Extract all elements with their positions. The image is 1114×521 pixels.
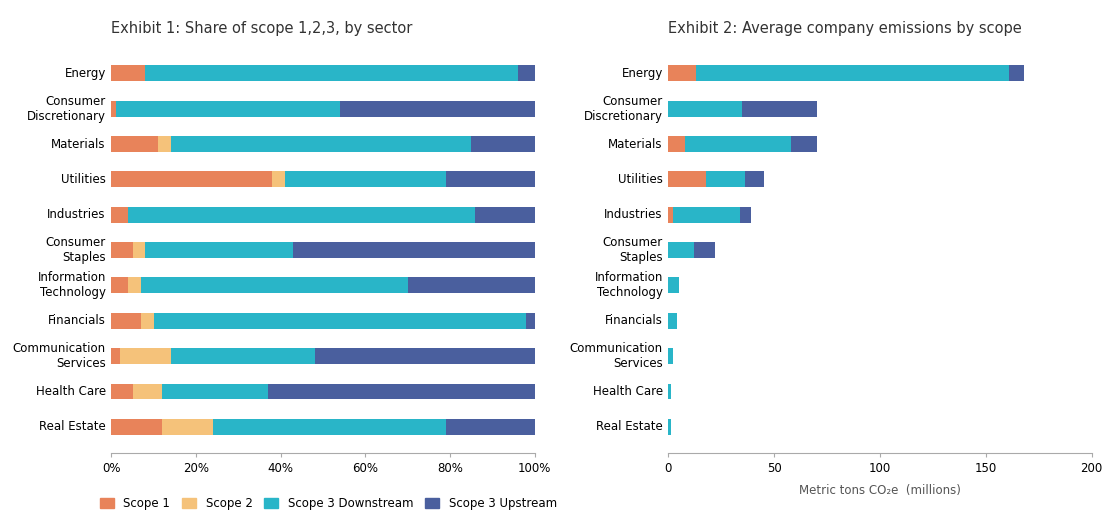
Bar [694, 242, 715, 258]
Bar [668, 101, 742, 117]
Bar [141, 278, 408, 293]
Bar [213, 419, 446, 435]
Bar [526, 313, 535, 329]
Bar [145, 65, 518, 81]
Bar [446, 171, 535, 188]
Bar [741, 207, 751, 222]
Bar [340, 101, 535, 117]
Bar [111, 242, 133, 258]
Bar [668, 419, 671, 435]
Bar [111, 136, 158, 152]
Bar [116, 101, 340, 117]
Legend: Scope 1, Scope 2, Scope 3 Downstream, Scope 3 Upstream: Scope 1, Scope 2, Scope 3 Downstream, Sc… [95, 493, 561, 515]
Text: Exhibit 2: Average company emissions by scope: Exhibit 2: Average company emissions by … [668, 21, 1023, 36]
Bar [145, 242, 293, 258]
Bar [742, 101, 817, 117]
Bar [408, 278, 535, 293]
Bar [668, 278, 678, 293]
Bar [111, 65, 145, 81]
Bar [1009, 65, 1024, 81]
Bar [744, 171, 764, 188]
Bar [128, 207, 476, 222]
Bar [791, 136, 817, 152]
Bar [268, 383, 535, 400]
Bar [285, 171, 446, 188]
Bar [163, 419, 213, 435]
X-axis label: Metric tons CO₂e  (millions): Metric tons CO₂e (millions) [799, 483, 961, 497]
Bar [668, 136, 685, 152]
Bar [668, 171, 706, 188]
Bar [133, 383, 163, 400]
Bar [163, 383, 268, 400]
Bar [673, 207, 741, 222]
Bar [476, 207, 535, 222]
Bar [111, 101, 116, 117]
Bar [293, 242, 535, 258]
Bar [668, 65, 696, 81]
Bar [128, 278, 141, 293]
Bar [696, 65, 1009, 81]
Bar [314, 348, 535, 364]
Bar [133, 242, 145, 258]
Bar [154, 313, 526, 329]
Bar [170, 136, 471, 152]
Bar [668, 348, 673, 364]
Bar [706, 171, 744, 188]
Bar [120, 348, 170, 364]
Bar [111, 313, 141, 329]
Text: Exhibit 1: Share of scope 1,2,3, by sector: Exhibit 1: Share of scope 1,2,3, by sect… [111, 21, 413, 36]
Bar [668, 313, 677, 329]
Bar [111, 348, 120, 364]
Bar [158, 136, 170, 152]
Bar [111, 207, 128, 222]
Bar [446, 419, 535, 435]
Bar [111, 278, 128, 293]
Bar [170, 348, 314, 364]
Bar [111, 419, 163, 435]
Bar [111, 171, 272, 188]
Bar [471, 136, 535, 152]
Bar [272, 171, 285, 188]
Bar [111, 383, 133, 400]
Bar [518, 65, 535, 81]
Bar [668, 242, 694, 258]
Bar [668, 207, 673, 222]
Bar [141, 313, 154, 329]
Bar [668, 383, 671, 400]
Bar [685, 136, 791, 152]
